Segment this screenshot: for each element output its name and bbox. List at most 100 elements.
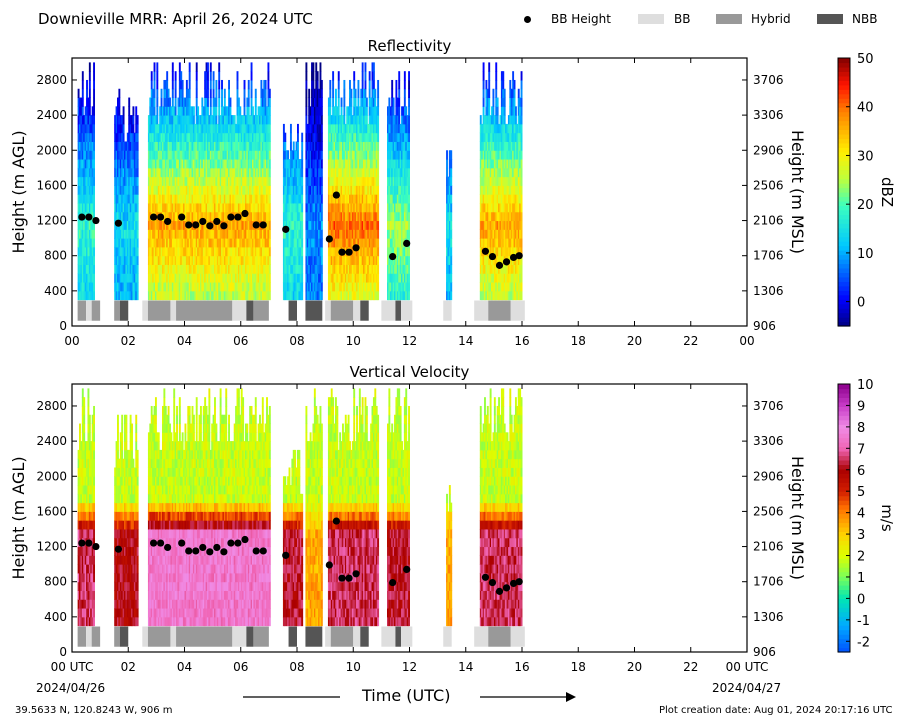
heatmap-cell (249, 246, 252, 257)
heatmap-cell (219, 255, 222, 265)
heatmap-cell (375, 255, 378, 265)
heatmap-cell (360, 185, 363, 195)
heatmap-cell (223, 185, 226, 195)
heatmap-cell (365, 115, 368, 125)
heatmap-cell (291, 246, 294, 257)
heatmap-cell (315, 229, 318, 239)
heatmap-cell (408, 106, 410, 116)
heatmap-cell (485, 123, 488, 134)
heatmap-cell (114, 194, 117, 204)
heatmap-cell (222, 246, 225, 257)
heatmap-cell (263, 211, 266, 222)
heatmap-cell (208, 282, 211, 292)
heatmap-cell (170, 123, 173, 134)
heatmap-cell (209, 238, 212, 248)
heatmap-cell (86, 150, 88, 160)
heatmap-cell (319, 141, 322, 151)
heatmap-cell (192, 229, 195, 239)
heatmap-cell (446, 264, 448, 274)
heatmap-cell (312, 132, 315, 142)
heatmap-cell (267, 141, 270, 151)
heatmap-cell (263, 123, 266, 134)
heatmap-cell (228, 176, 230, 186)
heatmap-cell (225, 273, 228, 283)
heatmap-cell (261, 176, 264, 186)
heatmap-cell (80, 167, 83, 178)
heatmap-cell (261, 282, 264, 292)
heatmap-cell (346, 106, 349, 116)
heatmap-cell (495, 167, 498, 178)
heatmap-cell (357, 202, 360, 213)
heatmap-cell (492, 211, 495, 222)
heatmap-cell (316, 264, 319, 274)
heatmap-cell (349, 167, 351, 178)
heatmap-cell (154, 246, 157, 257)
heatmap-cell (176, 220, 178, 230)
heatmap-cell (147, 246, 150, 257)
heatmap-cell (340, 202, 343, 213)
heatmap-cell (367, 123, 370, 134)
heatmap-cell (194, 273, 197, 283)
heatmap-cell (396, 176, 399, 186)
heatmap-cell (167, 229, 170, 239)
heatmap-cell (305, 159, 308, 169)
heatmap-cell (268, 88, 271, 99)
heatmap-cell (394, 141, 396, 151)
heatmap-cell (93, 176, 95, 186)
heatmap-cell (299, 185, 302, 195)
heatmap-cell (185, 255, 188, 265)
heatmap-cell (154, 202, 157, 213)
heatmap-cell (86, 238, 88, 248)
heatmap-cell (128, 211, 131, 222)
heatmap-cell (291, 229, 294, 239)
heatmap-cell (163, 194, 166, 204)
heatmap-cell (308, 273, 311, 283)
heatmap-cell (502, 71, 505, 81)
heatmap-cell (268, 159, 271, 169)
heatmap-cell (481, 264, 484, 274)
heatmap-cell (391, 273, 394, 283)
heatmap-cell (77, 176, 80, 186)
heatmap-cell (201, 255, 204, 265)
heatmap-cell (301, 141, 304, 151)
heatmap-cell (131, 123, 133, 134)
heatmap-cell (154, 273, 157, 283)
heatmap-cell (484, 211, 486, 222)
heatmap-cell (124, 167, 126, 178)
heatmap-cell (135, 211, 138, 222)
heatmap-cell (297, 229, 299, 239)
heatmap-cell (495, 255, 498, 265)
heatmap-cell (495, 194, 498, 204)
heatmap-cell (351, 176, 354, 186)
heatmap-cell (249, 159, 252, 169)
heatmap-cell (87, 176, 90, 186)
heatmap-cell (360, 194, 363, 204)
heatmap-cell (294, 264, 297, 274)
heatmap-cell (88, 273, 91, 283)
heatmap-cell (485, 141, 488, 151)
heatmap-cell (81, 290, 84, 301)
heatmap-cell (246, 194, 249, 204)
heatmap-cell (136, 159, 139, 169)
heatmap-cell (327, 159, 330, 169)
heatmap-cell (188, 202, 191, 213)
heatmap-cell (481, 238, 484, 248)
heatmap-cell (354, 290, 357, 301)
heatmap-cell (132, 123, 135, 134)
heatmap-cell (398, 202, 401, 213)
heatmap-cell (212, 255, 215, 265)
heatmap-cell (221, 79, 223, 90)
heatmap-cell (160, 123, 163, 134)
heatmap-cell (260, 132, 263, 142)
heatmap-cell (486, 264, 489, 274)
heatmap-cell (377, 194, 380, 204)
heatmap-cell (298, 255, 301, 265)
heatmap-cell (250, 115, 253, 125)
heatmap-cell (343, 88, 346, 99)
heatmap-cell (149, 167, 152, 178)
heatmap-cell (499, 123, 502, 134)
heatmap-cell (147, 194, 150, 204)
heatmap-cell (488, 273, 491, 283)
heatmap-cell (222, 176, 225, 186)
heatmap-cell (482, 273, 485, 283)
